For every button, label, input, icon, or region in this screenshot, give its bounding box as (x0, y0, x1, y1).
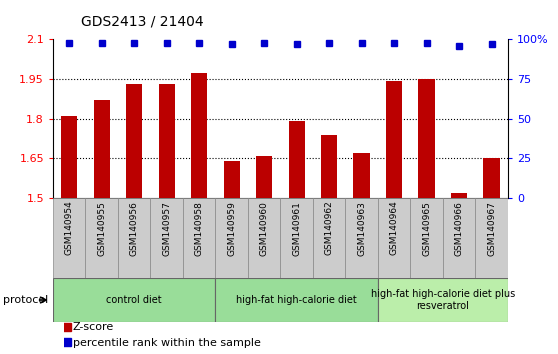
Bar (378, 278, 508, 322)
Bar (191, 74, 208, 198)
Text: GSM140956: GSM140956 (129, 201, 139, 256)
Bar (85, 198, 118, 278)
Text: GSM140964: GSM140964 (389, 201, 398, 255)
Bar (386, 81, 402, 198)
Text: GSM140963: GSM140963 (357, 201, 366, 256)
Bar (483, 159, 499, 198)
Bar (353, 153, 370, 198)
Bar (280, 198, 313, 278)
Text: GSM140960: GSM140960 (259, 201, 268, 256)
Bar (451, 193, 467, 198)
Bar (410, 198, 443, 278)
Text: GSM140954: GSM140954 (65, 201, 74, 255)
Bar (215, 278, 378, 322)
Text: GSM140965: GSM140965 (422, 201, 431, 256)
Text: GSM140955: GSM140955 (97, 201, 106, 256)
Text: GSM140959: GSM140959 (227, 201, 236, 256)
Text: high-fat high-calorie diet plus
resveratrol: high-fat high-calorie diet plus resverat… (371, 289, 515, 311)
Bar (475, 198, 508, 278)
Bar (183, 198, 215, 278)
Text: GSM140958: GSM140958 (195, 201, 204, 256)
Bar (418, 79, 435, 198)
Bar (248, 198, 281, 278)
Text: GSM140967: GSM140967 (487, 201, 496, 256)
Bar (158, 84, 175, 198)
Bar (288, 121, 305, 198)
Bar (53, 278, 215, 322)
Bar (94, 100, 110, 198)
Text: GSM140962: GSM140962 (325, 201, 334, 255)
Bar (256, 156, 272, 198)
Text: GSM140961: GSM140961 (292, 201, 301, 256)
Text: percentile rank within the sample: percentile rank within the sample (73, 338, 261, 348)
Bar (215, 198, 248, 278)
Text: GSM140957: GSM140957 (162, 201, 171, 256)
Text: Z-score: Z-score (73, 322, 114, 332)
Bar (126, 84, 142, 198)
Bar (53, 198, 85, 278)
Text: high-fat high-calorie diet: high-fat high-calorie diet (236, 295, 357, 305)
Text: protocol: protocol (3, 295, 48, 305)
Bar (61, 116, 78, 198)
Bar (345, 198, 378, 278)
Bar (443, 198, 475, 278)
Bar (313, 198, 345, 278)
Text: control diet: control diet (107, 295, 162, 305)
Bar (118, 198, 151, 278)
Bar (151, 198, 183, 278)
Bar (321, 135, 337, 198)
Text: GSM140966: GSM140966 (455, 201, 464, 256)
Bar (224, 161, 240, 198)
Bar (378, 198, 410, 278)
Text: GDS2413 / 21404: GDS2413 / 21404 (81, 14, 204, 28)
